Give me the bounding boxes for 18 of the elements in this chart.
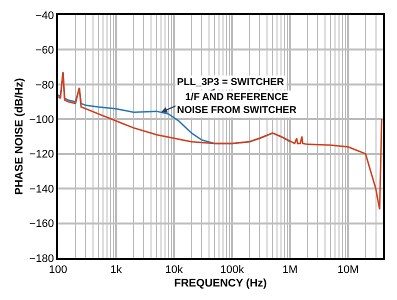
- x-tick-label: 100k: [220, 264, 244, 276]
- x-tick-label: 1M: [282, 264, 298, 276]
- x-tick-label: 10M: [337, 264, 359, 276]
- y-tick-label: −100: [29, 114, 54, 126]
- y-tick-label: −160: [29, 218, 54, 230]
- annotation: 1/F AND REFERENCE NOISE FROM SWITCHER: [177, 92, 298, 116]
- x-tick-label: 100: [48, 264, 68, 276]
- x-tick-label: 10k: [165, 264, 184, 276]
- y-axis-title: PHASE NOISE (dB/Hz): [13, 78, 26, 195]
- y-tick-label: −180: [29, 252, 54, 265]
- x-tick-label: 1k: [110, 264, 122, 276]
- y-tick-label: −80: [35, 79, 54, 92]
- y-tick-label: −60: [35, 44, 54, 57]
- y-tick-label: −40: [35, 10, 54, 22]
- y-tick-label: −120: [29, 148, 54, 161]
- x-axis-title: FREQUENCY (Hz): [174, 278, 268, 290]
- y-tick-label: −140: [29, 183, 54, 196]
- annotation: PLL_3P3 = SWITCHER: [177, 77, 285, 88]
